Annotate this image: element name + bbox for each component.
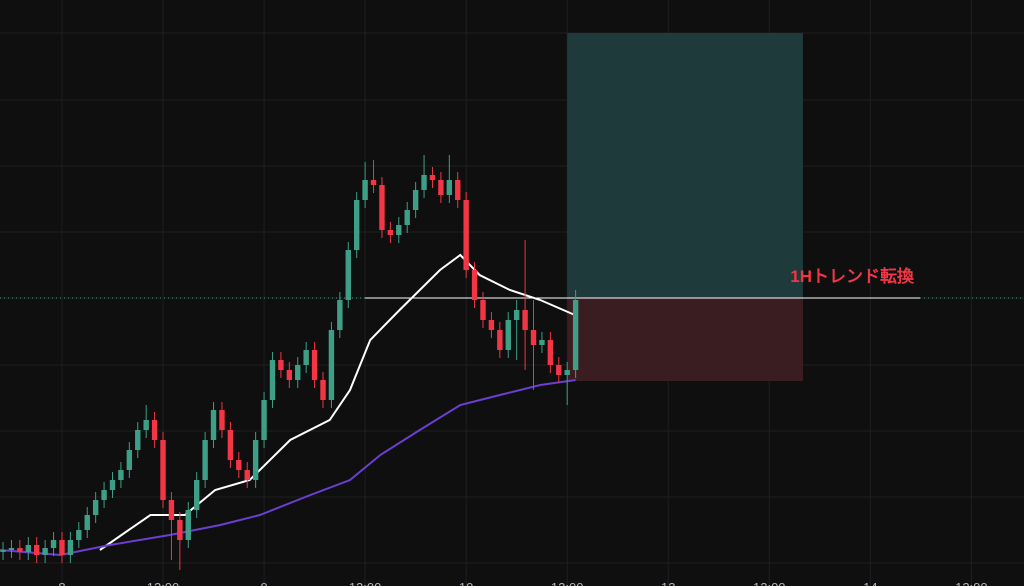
candles <box>0 155 579 570</box>
candle-body <box>387 230 394 235</box>
candle-body <box>202 440 208 480</box>
candle-body <box>227 430 234 460</box>
moving-average <box>0 379 576 557</box>
candle-body <box>438 180 444 195</box>
candle-body <box>362 180 368 200</box>
x-tick-label: 12:00 <box>551 580 584 586</box>
candle-body <box>556 365 562 375</box>
candle-body <box>177 520 183 540</box>
candle-body <box>50 540 57 548</box>
candle-body <box>455 180 461 200</box>
candle-body <box>244 470 250 480</box>
candle-body <box>412 190 419 210</box>
candle-body <box>547 340 554 365</box>
candle-body <box>101 490 107 500</box>
candle-body <box>135 430 141 450</box>
candle-body <box>151 420 158 440</box>
labels: 8 12:00 9 12:00 10 12:00 13 12:00 14 12:00 1Hトレンド転… <box>58 266 987 586</box>
candle-body <box>421 175 427 190</box>
position <box>0 33 1024 381</box>
candle-body <box>379 185 385 230</box>
candle-body <box>446 180 453 195</box>
candle-body <box>480 300 486 320</box>
annotation: 1Hトレンド転換 <box>790 266 915 286</box>
moving-average <box>99 253 576 551</box>
x-tick-label: 12:00 <box>349 580 382 586</box>
x-tick-label: 13 <box>661 580 675 586</box>
candle-body <box>303 350 309 365</box>
candle-body <box>261 400 267 440</box>
candle-body <box>185 510 191 540</box>
candle-body <box>311 350 318 380</box>
candle-body <box>471 270 478 300</box>
candle-body <box>168 500 175 520</box>
candle-body <box>210 410 217 440</box>
candle-body <box>286 370 293 380</box>
candle-body <box>42 548 48 555</box>
x-tick-label: 12:00 <box>147 580 180 586</box>
candle-body <box>429 175 436 180</box>
candle-body <box>404 210 410 225</box>
candle-body <box>67 540 74 555</box>
x-tick-label: 9 <box>260 580 267 586</box>
candle-body <box>522 310 528 330</box>
candle-body <box>295 365 301 380</box>
candle-body <box>370 180 377 185</box>
candle-body <box>513 310 520 320</box>
stop-zone <box>567 298 803 381</box>
candle-body <box>539 340 545 345</box>
candle-body <box>337 300 343 330</box>
candle-body <box>564 370 570 375</box>
candle-body <box>59 540 65 555</box>
candle-body <box>0 550 6 552</box>
indicators <box>0 253 576 557</box>
x-tick-label: 12:00 <box>955 580 988 586</box>
candle-body <box>328 330 335 400</box>
candle-body <box>252 440 259 480</box>
candle-body <box>353 200 360 250</box>
x-tick-label: 14 <box>863 580 877 586</box>
candle-body <box>8 548 15 550</box>
x-tick-label: 12:00 <box>753 580 786 586</box>
candle-body <box>572 300 579 370</box>
candle-body <box>143 420 149 430</box>
candle-body <box>269 360 276 400</box>
candle-body <box>34 545 40 555</box>
candle-body <box>92 500 99 515</box>
x-tick-label: 8 <box>58 580 65 586</box>
x-tick-label: 10 <box>459 580 473 586</box>
candle-body <box>396 225 402 235</box>
candle-body <box>118 470 124 480</box>
candle-body <box>345 250 351 300</box>
candle-body <box>530 330 537 345</box>
candle-body <box>278 360 284 370</box>
candle-body <box>25 545 31 552</box>
candle-body <box>160 440 166 500</box>
candle-body <box>84 515 90 530</box>
candle-body <box>320 380 326 400</box>
candle-body <box>219 410 225 430</box>
candle-body <box>463 200 469 270</box>
candle-body <box>17 548 23 552</box>
target-zone <box>567 33 803 298</box>
candle-body <box>497 330 503 350</box>
candle-body <box>193 480 200 510</box>
candle-body <box>505 320 511 350</box>
candle-body <box>126 450 133 470</box>
candle-body <box>76 530 82 540</box>
candle-body <box>488 320 495 330</box>
candle-body <box>236 460 242 470</box>
candle-body <box>109 480 116 490</box>
